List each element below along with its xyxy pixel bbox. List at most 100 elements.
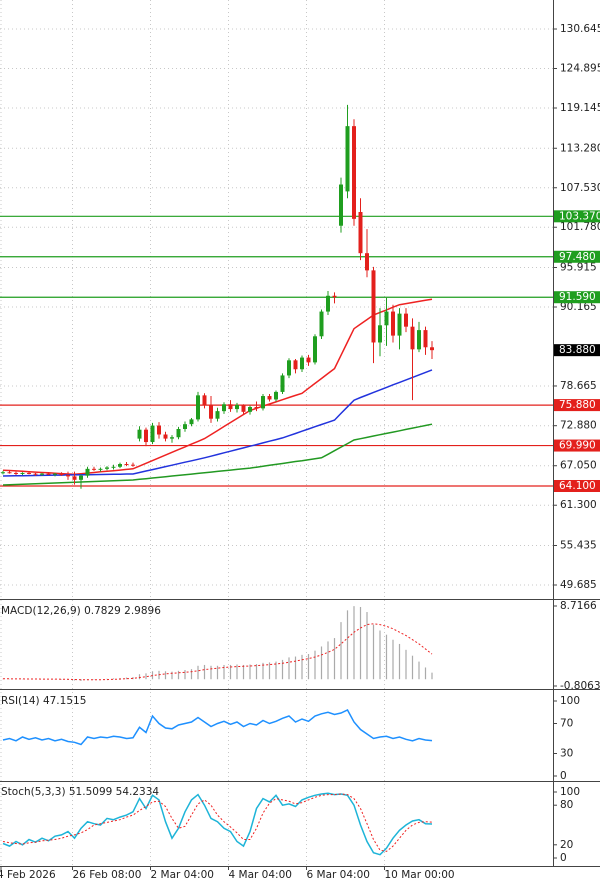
y-tick-label: 61.300 — [560, 499, 597, 511]
candle-body — [144, 429, 148, 443]
panel-title: MACD(12,26,9) 0.7829 2.9896 — [1, 605, 161, 617]
candle-body — [293, 360, 298, 370]
candle-body — [378, 325, 382, 343]
level-label-box — [554, 210, 600, 223]
y-tick-label: 107.530 — [560, 182, 600, 194]
panel-title: Stoch(5,3,3) 51.5099 54.2334 — [1, 786, 159, 798]
y-tick-label: 78.665 — [560, 380, 597, 392]
y-tick-label: 49.685 — [560, 579, 597, 591]
candle-body — [66, 475, 70, 477]
candle-body — [85, 468, 90, 476]
candle-body — [397, 313, 402, 336]
candle-body — [20, 472, 25, 474]
last-price-label: 83.880 — [559, 344, 596, 356]
candle-body — [306, 357, 311, 363]
candle-body — [131, 464, 135, 466]
candle-body — [202, 395, 207, 405]
y-tick-label: 90.165 — [560, 301, 597, 313]
candle-body — [391, 311, 395, 336]
y-tick-label: 0 — [560, 770, 567, 782]
x-tick-label: 10 Mar 00:00 — [385, 869, 455, 881]
candle-body — [46, 473, 51, 475]
candle-body — [300, 357, 304, 370]
x-tick-label: 4 Feb 2026 — [0, 869, 56, 881]
candle-body — [111, 466, 116, 468]
candle-body — [137, 429, 142, 439]
candle-body — [163, 434, 168, 439]
y-tick-label: 130.645 — [560, 23, 600, 35]
candle-body — [254, 407, 259, 409]
y-tick-label: 72.880 — [560, 420, 597, 432]
line-series — [3, 623, 433, 681]
candle-body — [228, 404, 233, 410]
candle-body — [430, 347, 434, 351]
candle-body — [124, 464, 129, 466]
level-label-box — [554, 439, 600, 452]
candle-body — [319, 311, 324, 337]
x-tick-label: 26 Feb 08:00 — [73, 869, 142, 881]
candle-body — [358, 211, 363, 254]
panel-title: RSI(14) 47.1515 — [1, 695, 86, 707]
candle-body — [261, 396, 265, 409]
candle-body — [352, 126, 356, 219]
candle-body — [384, 311, 389, 326]
candle-body — [287, 360, 291, 376]
candle-body — [209, 404, 213, 419]
y-tick-label: 55.435 — [560, 539, 597, 551]
candle-body — [33, 473, 38, 475]
candle-body — [410, 326, 415, 350]
level-label: 97.480 — [559, 251, 596, 263]
candle-body — [92, 468, 96, 470]
candle-body — [79, 475, 83, 480]
y-tick-label: 67.050 — [560, 460, 597, 472]
level-label-box — [554, 250, 600, 263]
candle-body — [105, 467, 109, 469]
line-series — [2, 709, 433, 746]
level-label: 64.100 — [559, 480, 596, 492]
x-tick-label: 2 Mar 04:00 — [151, 869, 214, 881]
candle-body — [157, 425, 161, 435]
candle-body — [7, 472, 12, 474]
last-price-box — [554, 344, 600, 357]
candle-body — [27, 472, 31, 474]
candle-body — [371, 270, 376, 343]
candle-body — [170, 437, 174, 439]
y-tick-label: 8.7166 — [560, 600, 597, 612]
candle-body — [40, 473, 44, 475]
y-tick-label: 20 — [560, 839, 573, 851]
x-tick-label: 6 Mar 04:00 — [307, 869, 370, 881]
candle-body — [1, 472, 5, 474]
y-tick-label: 30 — [560, 748, 573, 760]
candle-body — [176, 428, 181, 438]
candle-body — [235, 404, 239, 410]
candle-body — [189, 419, 194, 425]
line-series — [2, 792, 433, 856]
level-label-box — [554, 291, 600, 304]
candle-body — [98, 468, 103, 470]
candle-body — [339, 184, 343, 226]
candle-body — [274, 391, 278, 400]
candle-body — [313, 336, 317, 363]
y-tick-label: 80 — [560, 799, 573, 811]
candle-body — [215, 411, 220, 419]
candle-body — [72, 476, 77, 480]
candle-body — [404, 313, 408, 327]
y-tick-label: 113.280 — [560, 142, 600, 154]
candle-body — [118, 464, 122, 467]
y-tick-label: 70 — [560, 718, 573, 730]
candle-body — [267, 396, 272, 400]
level-label-box — [554, 479, 600, 492]
y-tick-label: 0 — [560, 852, 567, 864]
candle-body — [417, 330, 421, 350]
candle-body — [196, 395, 200, 420]
candle-body — [423, 330, 428, 348]
level-label: 75.880 — [559, 399, 596, 411]
candle-body — [248, 407, 252, 412]
candle-body — [345, 126, 350, 192]
x-tick-label: 4 Mar 04:00 — [229, 869, 292, 881]
candle-body — [365, 253, 369, 271]
